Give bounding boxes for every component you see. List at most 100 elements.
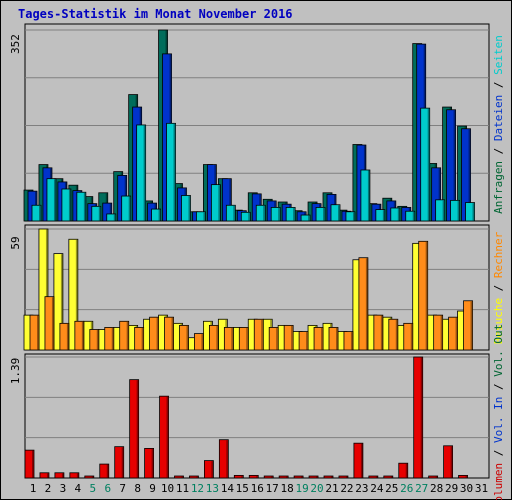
x-tick-label-day-16: 16 bbox=[251, 482, 264, 495]
bar-shade bbox=[246, 327, 248, 350]
bar-seiten-day-9 bbox=[151, 208, 162, 222]
legend-separator: / bbox=[492, 75, 505, 95]
bar-shade bbox=[425, 241, 428, 350]
x-tick-label-day-1: 1 bbox=[30, 482, 37, 495]
bar-shade bbox=[61, 473, 64, 478]
bar-seiten-day-16 bbox=[255, 204, 266, 222]
legend-entry-vol-in: Vol. In bbox=[492, 397, 505, 443]
bar-rechner-day-17 bbox=[268, 327, 279, 351]
x-tick-label-day-13: 13 bbox=[206, 482, 219, 495]
bar-seiten-day-7 bbox=[121, 195, 132, 222]
bar-seiten-day-26 bbox=[405, 210, 416, 222]
bar-shade bbox=[53, 179, 56, 221]
bar-volumen-day-19 bbox=[293, 475, 304, 479]
bar-rechner-day-14 bbox=[223, 327, 234, 351]
bar-shade bbox=[181, 476, 184, 478]
legend-entry-seiten: Seiten bbox=[492, 35, 505, 75]
bar-shade bbox=[143, 125, 146, 221]
bar-shade bbox=[472, 203, 475, 221]
bar-shade bbox=[427, 108, 430, 221]
bar-shade bbox=[450, 446, 453, 478]
bar-rechner-day-23 bbox=[358, 257, 369, 351]
x-tick-label-day-18: 18 bbox=[281, 482, 294, 495]
bar-shade bbox=[435, 476, 438, 478]
x-tick-label-day-17: 17 bbox=[266, 482, 279, 495]
bar-shade bbox=[51, 297, 54, 350]
bar-shade bbox=[218, 185, 220, 221]
bar-shade bbox=[321, 327, 323, 350]
x-tick-label-day-5: 5 bbox=[89, 482, 96, 495]
bar-rechner-day-19 bbox=[298, 331, 309, 351]
x-tick-label-day-12: 12 bbox=[191, 482, 204, 495]
bar-rechner-day-29 bbox=[448, 316, 459, 351]
bar-seiten-day-5 bbox=[91, 205, 102, 222]
x-tick-label-day-23: 23 bbox=[355, 482, 368, 495]
bar-shade bbox=[405, 463, 408, 478]
legend-entry-besuche: Besuche bbox=[492, 298, 505, 344]
bar-volumen-day-7 bbox=[114, 446, 125, 479]
bar-shade bbox=[336, 327, 338, 350]
bar-seiten-day-23 bbox=[360, 169, 371, 222]
bar-shade bbox=[106, 464, 109, 478]
x-tick-label-day-26: 26 bbox=[400, 482, 413, 495]
bar-shade bbox=[81, 321, 84, 350]
bar-shade bbox=[455, 317, 458, 350]
bar-shade bbox=[263, 205, 265, 221]
bar-seiten-day-28 bbox=[435, 199, 446, 222]
x-tick-label-day-28: 28 bbox=[430, 482, 443, 495]
bar-shade bbox=[98, 206, 101, 221]
bar-shade bbox=[60, 254, 63, 350]
legend-entry-vol-out: Vol. Out bbox=[492, 324, 505, 377]
bar-shade bbox=[382, 210, 385, 221]
bar-shade bbox=[141, 327, 144, 350]
panel-3-ymax-label: 1.39 bbox=[9, 358, 22, 385]
bar-volumen-day-22 bbox=[338, 475, 349, 479]
bar-seiten-day-25 bbox=[390, 207, 401, 222]
panel-2: 59 Besuche / Rechner bbox=[9, 224, 505, 351]
bar-shade bbox=[76, 473, 79, 478]
bar-seiten-day-12 bbox=[196, 211, 206, 222]
bar-seiten-day-15 bbox=[240, 211, 251, 222]
bar-shade bbox=[211, 461, 213, 478]
x-tick-label-day-30: 30 bbox=[460, 482, 473, 495]
x-tick-label-day-21: 21 bbox=[325, 482, 338, 495]
bar-volumen-day-17 bbox=[263, 475, 274, 479]
x-tick-label-day-11: 11 bbox=[176, 482, 189, 495]
x-tick-label-day-14: 14 bbox=[221, 482, 235, 495]
panel-3-plot-area bbox=[24, 353, 490, 479]
panel-1: 352 Anfragen / Dateien / Seiten bbox=[9, 23, 505, 222]
bar-shade bbox=[365, 258, 368, 350]
bar-volumen-day-4 bbox=[69, 472, 80, 479]
bar-shade bbox=[360, 443, 363, 478]
x-tick-label-day-3: 3 bbox=[60, 482, 67, 495]
bar-shade bbox=[468, 129, 471, 221]
bar-shade bbox=[397, 208, 400, 221]
bar-volumen-day-2 bbox=[39, 472, 50, 479]
bar-seiten-day-8 bbox=[136, 124, 147, 222]
x-tick-label-day-20: 20 bbox=[310, 482, 323, 495]
legend-separator: / bbox=[492, 278, 505, 298]
bar-rechner-day-13 bbox=[208, 324, 219, 351]
bar-rechner-day-28 bbox=[433, 314, 444, 351]
bar-rechner-day-5 bbox=[89, 329, 100, 351]
bar-rechner-day-2 bbox=[44, 296, 55, 351]
bar-shade bbox=[470, 301, 473, 350]
bar-shade bbox=[301, 476, 303, 478]
bar-shade bbox=[438, 168, 441, 221]
bar-shade bbox=[395, 319, 398, 350]
bar-rechner-day-1 bbox=[29, 314, 40, 351]
bar-seiten-day-21 bbox=[330, 204, 341, 222]
panel-1-legend: Anfragen / Dateien / Seiten bbox=[492, 35, 505, 214]
bar-seiten-day-4 bbox=[76, 191, 87, 222]
bar-shade bbox=[46, 473, 49, 478]
bar-rechner-day-22 bbox=[343, 331, 354, 351]
bar-seiten-day-18 bbox=[285, 207, 296, 222]
bar-shade bbox=[151, 448, 154, 478]
bar-rechner-day-6 bbox=[104, 327, 115, 351]
bar-seiten-day-14 bbox=[225, 204, 236, 222]
x-tick-label-day-7: 7 bbox=[119, 482, 126, 495]
bar-shade bbox=[32, 450, 34, 478]
bar-seiten-day-6 bbox=[106, 213, 117, 222]
legend-entry-volumen: Volumen bbox=[492, 463, 505, 500]
bar-rechner-day-30 bbox=[463, 300, 473, 351]
